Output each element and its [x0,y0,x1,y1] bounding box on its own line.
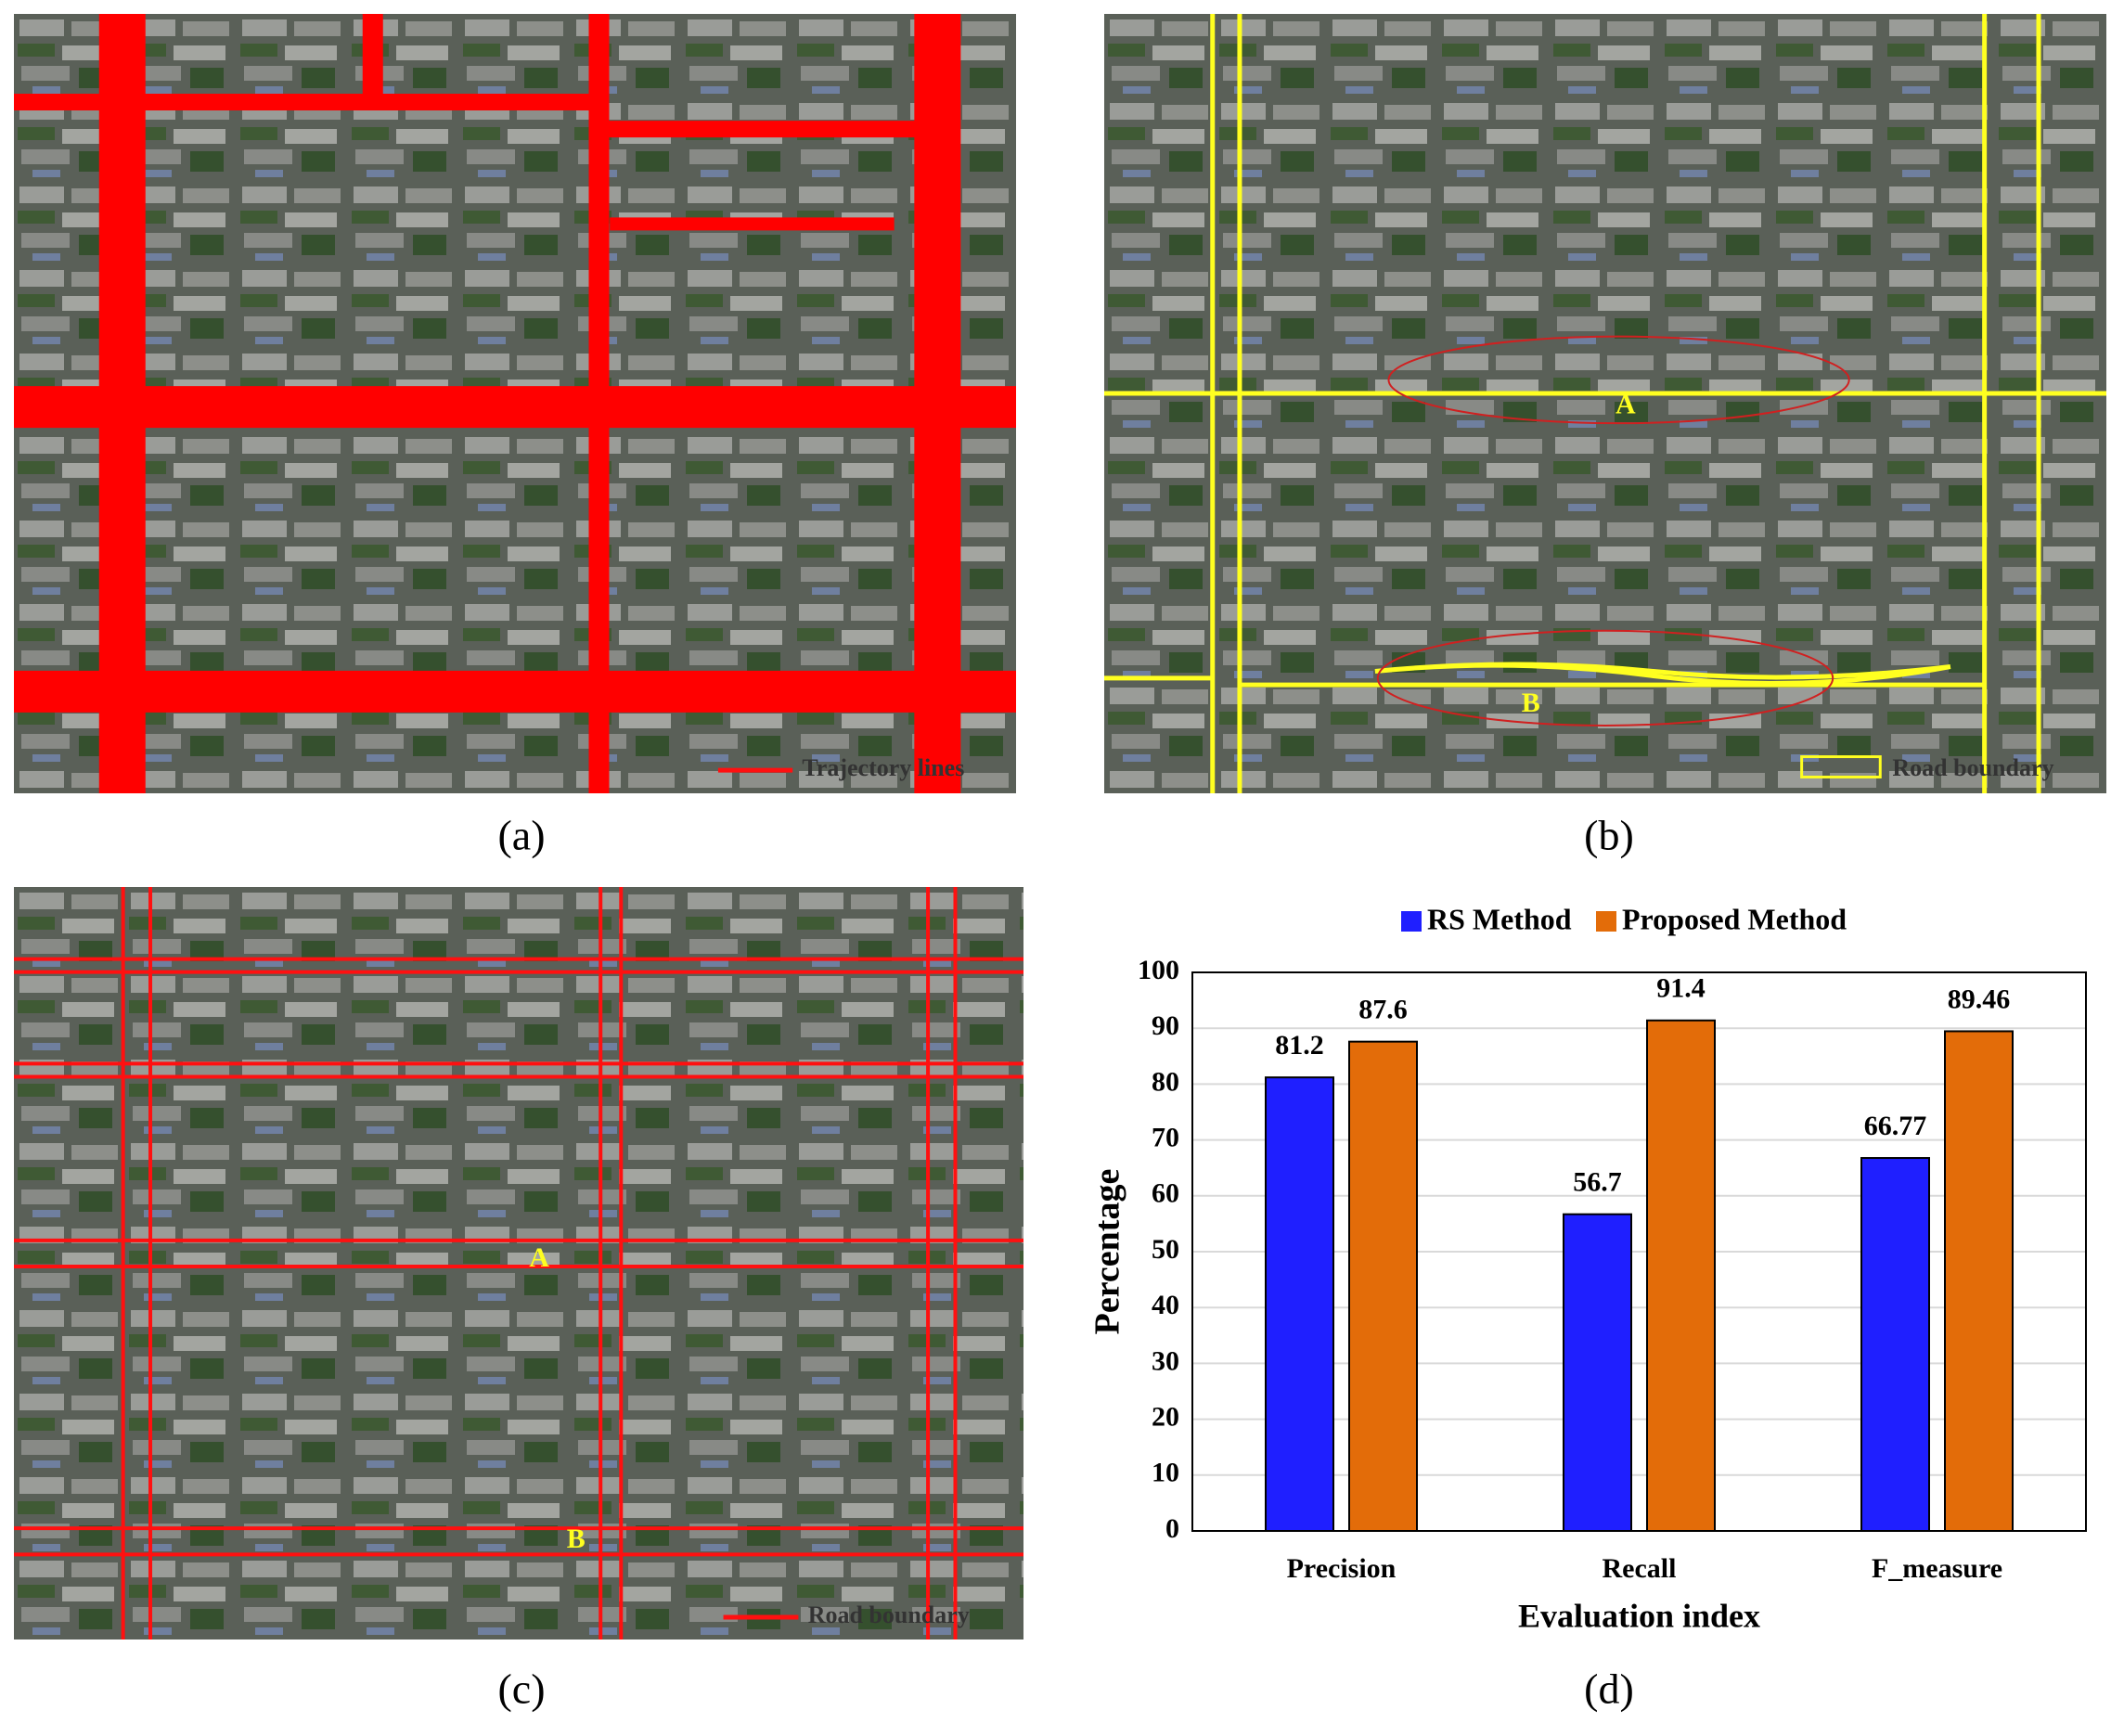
bar [1860,1157,1930,1532]
value-label: 66.77 [1864,1111,1927,1141]
x-tick-label: F_measure [1872,1553,2002,1584]
y-tick-label: 30 [1152,1345,1179,1376]
legend-label: Proposed Method [1622,902,1847,935]
y-tick-label: 40 [1152,1290,1179,1320]
x-tick-label: Precision [1287,1553,1397,1584]
y-tick-label: 60 [1152,1178,1179,1209]
annotation: A [529,1242,549,1273]
legend-label: Trajectory lines [802,754,964,781]
panel-label: (d) [1584,1665,1634,1713]
y-tick-label: 80 [1152,1066,1179,1097]
road-boundary [1374,662,1951,687]
y-axis-title: Percentage [1088,1169,1127,1335]
satellite-image: A B Road boundary [14,887,1023,1640]
bar [1563,1213,1632,1533]
legend-swatch [1596,911,1616,932]
panel-label: (b) [1584,812,1634,859]
bar [1646,1019,1716,1532]
value-label: 81.2 [1275,1030,1324,1061]
value-label: 87.6 [1358,995,1408,1025]
bar [1944,1030,2014,1532]
y-tick-label: 90 [1152,1010,1179,1041]
plot-frame [1191,971,2087,1532]
road-boundary [1104,675,1985,688]
y-tick-label: 0 [1165,1513,1179,1544]
annotation: B [1522,688,1540,718]
highlight-ellipse [1376,629,1834,727]
panel-label: (a) [497,812,545,859]
y-tick-label: 100 [1138,955,1179,985]
legend-label: Road boundary [808,1601,970,1628]
value-label: 56.7 [1573,1167,1622,1198]
panel-label: (c) [497,1665,545,1713]
image-background [1104,14,2106,793]
y-tick-label: 10 [1152,1458,1179,1488]
image-background [14,887,1023,1640]
value-label: 91.4 [1656,973,1706,1004]
y-tick-label: 50 [1152,1234,1179,1265]
highlight-ellipse [1387,335,1850,425]
legend-label: Road boundary [1892,754,2053,781]
annotation: A [1616,390,1636,420]
y-tick-label: 70 [1152,1122,1179,1152]
bar [1348,1040,1418,1532]
legend-label: RS Method [1427,902,1572,935]
bar [1265,1076,1334,1533]
legend-swatch [1401,911,1422,932]
x-axis-title: Evaluation index [1518,1597,1760,1634]
satellite-image: Trajectory lines [14,14,1016,793]
value-label: 89.46 [1948,984,2011,1014]
satellite-image: A B Road boundary [1104,14,2106,793]
y-tick-label: 20 [1152,1401,1179,1432]
legend-key [1800,755,1882,778]
x-tick-label: Recall [1603,1553,1677,1584]
annotation: B [567,1524,586,1554]
